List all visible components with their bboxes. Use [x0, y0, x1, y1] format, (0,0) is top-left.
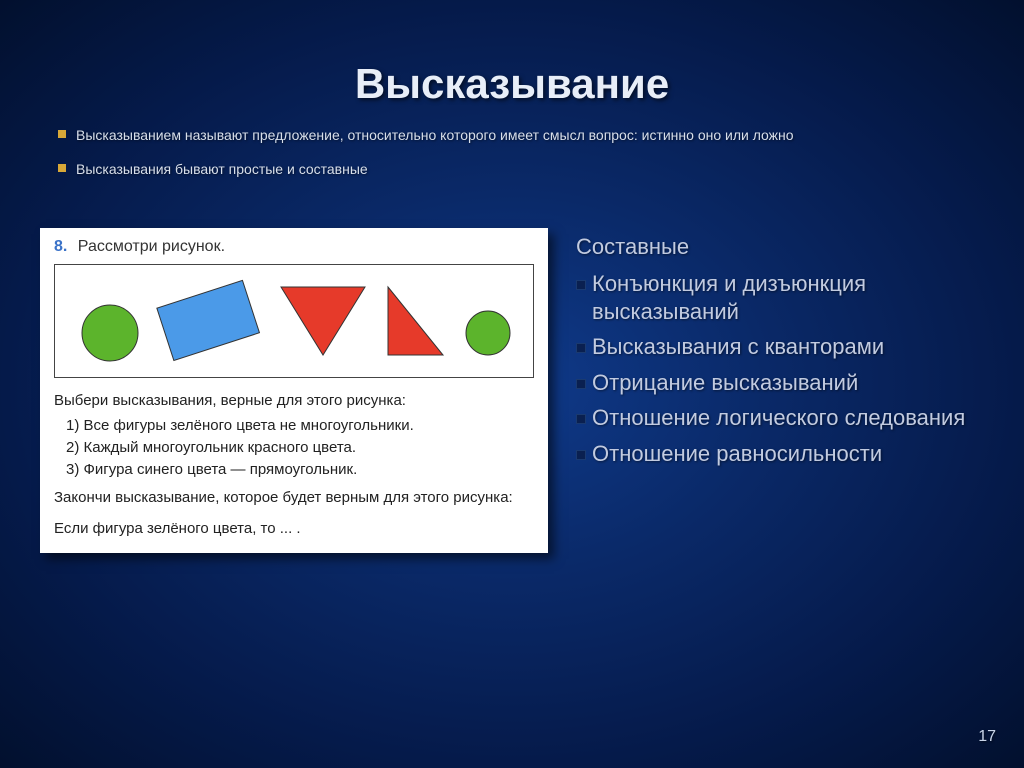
- side-item: Отношение логического следования: [576, 404, 984, 432]
- bullet-icon: [576, 280, 586, 290]
- side-item: Отрицание высказываний: [576, 369, 984, 397]
- slide-title: Высказывание: [0, 0, 1024, 126]
- exercise-option: 1) Все фигуры зелёного цвета не многоуго…: [66, 417, 534, 434]
- side-heading: Составные: [576, 234, 984, 260]
- shape-circle: [466, 311, 510, 355]
- bullet-icon: [576, 343, 586, 353]
- shapes-svg: [55, 265, 533, 377]
- exercise-option: 2) Каждый многоугольник красного цвета.: [66, 439, 534, 456]
- exercise-header: 8. Рассмотри рисунок.: [54, 238, 534, 256]
- shape-circle: [82, 305, 138, 361]
- exercise-box: 8. Рассмотри рисунок.: [40, 228, 548, 553]
- side-item-label: Отрицание высказываний: [592, 370, 858, 395]
- definition-text: Высказывания бывают простые и составные: [76, 161, 368, 177]
- side-item: Высказывания с кванторами: [576, 333, 984, 361]
- shape-rect: [157, 281, 260, 361]
- shape-triangle-right: [388, 287, 443, 355]
- page-number: 17: [978, 728, 996, 746]
- bullet-icon: [576, 414, 586, 424]
- bullet-icon: [58, 130, 66, 138]
- side-list: Составные Конъюнкция и дизъюнкция высказ…: [576, 228, 984, 475]
- bullet-icon: [58, 164, 66, 172]
- side-item: Конъюнкция и дизъюнкция высказываний: [576, 270, 984, 325]
- slide: Высказывание Высказыванием называют пред…: [0, 0, 1024, 768]
- side-item-label: Отношение равносильности: [592, 441, 882, 466]
- exercise-subtitle: Выбери высказывания, верные для этого ри…: [54, 392, 534, 409]
- exercise-closing: Если фигура зелёного цвета, то ... .: [54, 519, 534, 539]
- shape-triangle-down: [281, 287, 365, 355]
- definition-item: Высказывания бывают простые и составные: [58, 160, 966, 178]
- exercise-top-label: Рассмотри рисунок.: [78, 238, 225, 255]
- definition-item: Высказыванием называют предложение, отно…: [58, 126, 966, 144]
- side-item-label: Отношение логического следования: [592, 405, 965, 430]
- shapes-frame: [54, 264, 534, 378]
- definition-text: Высказыванием называют предложение, отно…: [76, 127, 794, 143]
- exercise-closing: Закончи высказывание, которое будет верн…: [54, 488, 534, 508]
- bullet-icon: [576, 450, 586, 460]
- definition-list: Высказыванием называют предложение, отно…: [0, 126, 1024, 178]
- bullet-icon: [576, 379, 586, 389]
- content-row: 8. Рассмотри рисунок.: [0, 208, 1024, 553]
- side-item-label: Высказывания с кванторами: [592, 334, 884, 359]
- side-item-label: Конъюнкция и дизъюнкция высказываний: [592, 271, 866, 324]
- side-item: Отношение равносильности: [576, 440, 984, 468]
- exercise-number: 8.: [54, 238, 67, 255]
- exercise-option: 3) Фигура синего цвета — прямоугольник.: [66, 461, 534, 478]
